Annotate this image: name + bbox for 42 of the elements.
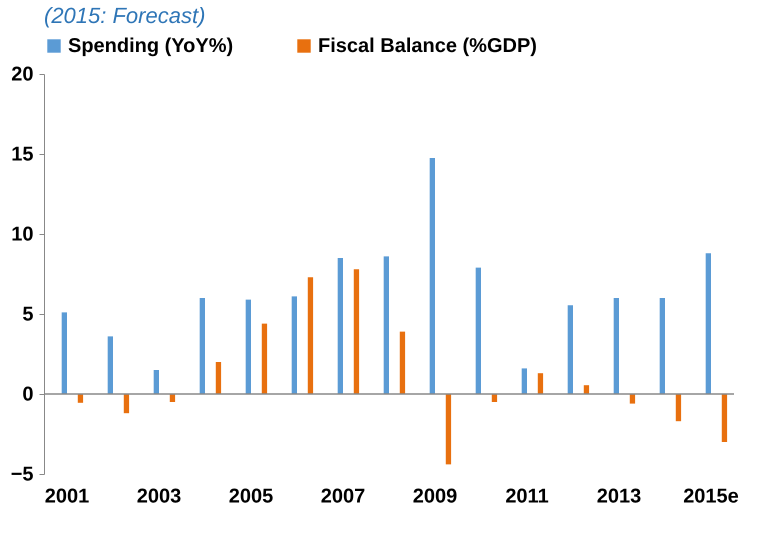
bar: [706, 253, 711, 394]
bar: [584, 385, 590, 394]
y-tick-label: −5: [10, 464, 34, 486]
y-tick-label: 20: [11, 64, 34, 86]
x-tick-label: 2011: [505, 486, 549, 508]
x-tick-label: 2005: [228, 486, 274, 508]
x-tick-label: 2015e: [683, 486, 739, 508]
x-tick-label: 2007: [320, 486, 366, 508]
bar: [246, 300, 251, 394]
bar: [354, 269, 360, 394]
bar: [216, 362, 222, 394]
bar: [446, 394, 452, 464]
bar: [538, 373, 544, 394]
bar: [660, 298, 665, 394]
bar: [200, 298, 205, 394]
bar: [568, 305, 573, 394]
x-tick-label: 2003: [136, 486, 182, 508]
y-tick-label: 10: [11, 224, 34, 246]
bar: [338, 258, 343, 394]
chart-title: (2015: Forecast): [44, 3, 206, 28]
bar: [400, 332, 406, 394]
x-tick-label: 2009: [412, 486, 458, 508]
bar: [722, 394, 728, 442]
legend-label: Spending (YoY%): [68, 35, 234, 57]
x-tick-label: 2001: [44, 486, 90, 508]
bar: [108, 336, 113, 394]
y-tick-label: 15: [11, 144, 34, 166]
bar: [62, 312, 67, 394]
bar: [614, 298, 619, 394]
bar: [308, 277, 314, 394]
bar: [430, 158, 435, 394]
bar: [292, 296, 297, 394]
bar: [522, 368, 527, 394]
x-tick-label: 2013: [596, 486, 642, 508]
bar: [384, 256, 389, 394]
y-tick-label: 0: [22, 384, 34, 406]
y-tick-label: 5: [22, 304, 34, 326]
bar: [476, 268, 481, 394]
bar: [154, 370, 159, 394]
bar: [676, 394, 682, 422]
legend-label: Fiscal Balance (%GDP): [318, 35, 537, 57]
bar: [262, 324, 268, 394]
